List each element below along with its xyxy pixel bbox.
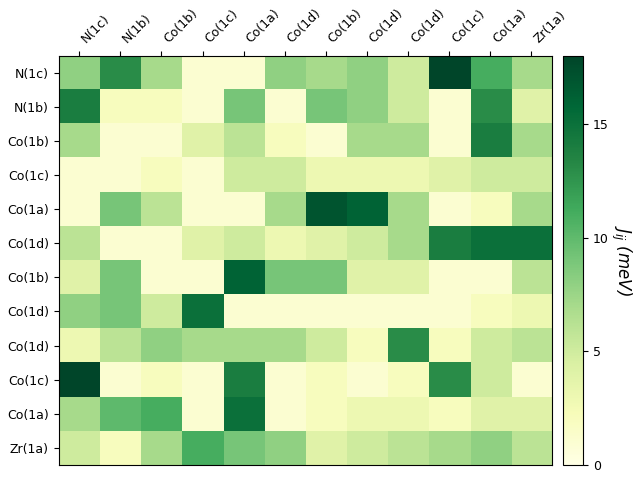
Y-axis label: $J_{ij}$ (meV): $J_{ij}$ (meV) bbox=[609, 225, 634, 296]
